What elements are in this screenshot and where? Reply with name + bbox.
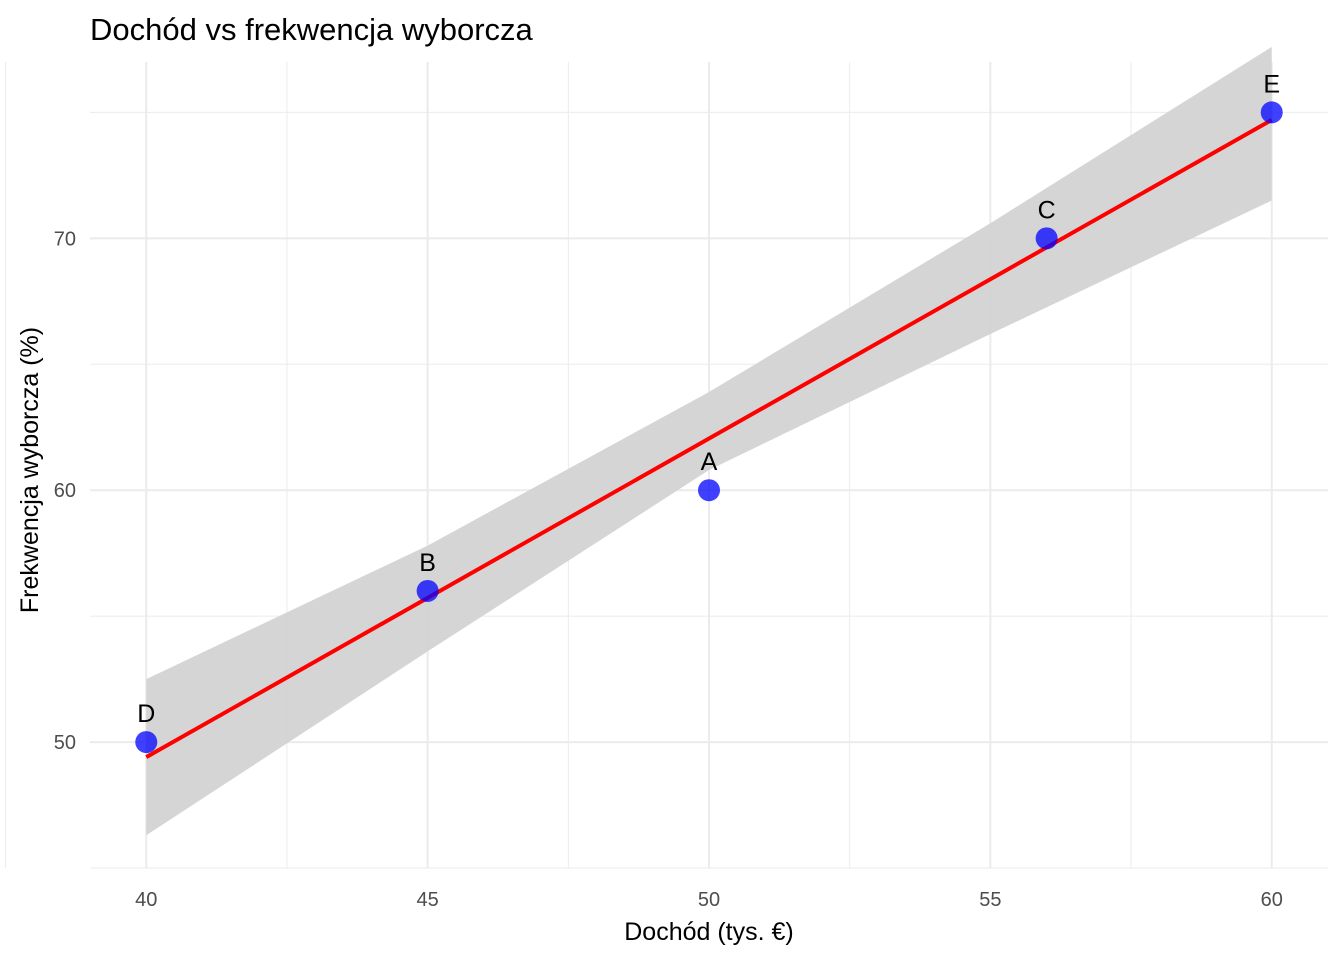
data-point-a (698, 479, 720, 502)
data-point-c (1035, 227, 1058, 250)
x-tick-label: 45 (417, 889, 439, 911)
chart-title: Dochód vs frekwencja wyborcza (90, 12, 534, 47)
x-tick-label: 55 (979, 889, 1001, 911)
data-point-b (416, 579, 439, 602)
point-label-b: B (419, 549, 436, 577)
y-tick-label: 60 (54, 480, 76, 502)
grid (5, 62, 1328, 869)
x-tick-label: 60 (1261, 889, 1283, 911)
data-points: A B C D E (135, 70, 1283, 754)
y-axis-title: Frekwencja wyborcza (%) (16, 327, 44, 613)
x-tick-label: 40 (135, 889, 157, 911)
data-point-e (1260, 101, 1283, 124)
trend-line (145, 118, 1273, 759)
confidence-band (146, 46, 1272, 836)
x-tick-label: 50 (698, 889, 720, 911)
y-tick-label: 70 (54, 228, 76, 250)
y-axis-ticks: 50 60 70 (54, 228, 76, 754)
point-label-c: C (1038, 196, 1056, 224)
x-axis-title: Dochód (tys. €) (624, 918, 794, 946)
point-label-a: A (701, 448, 718, 476)
point-label-d: D (137, 700, 155, 728)
data-point-d (135, 731, 158, 754)
point-label-e: E (1263, 70, 1280, 98)
x-axis-ticks: 40 45 50 55 60 (135, 889, 1283, 911)
y-tick-label: 50 (54, 732, 76, 754)
